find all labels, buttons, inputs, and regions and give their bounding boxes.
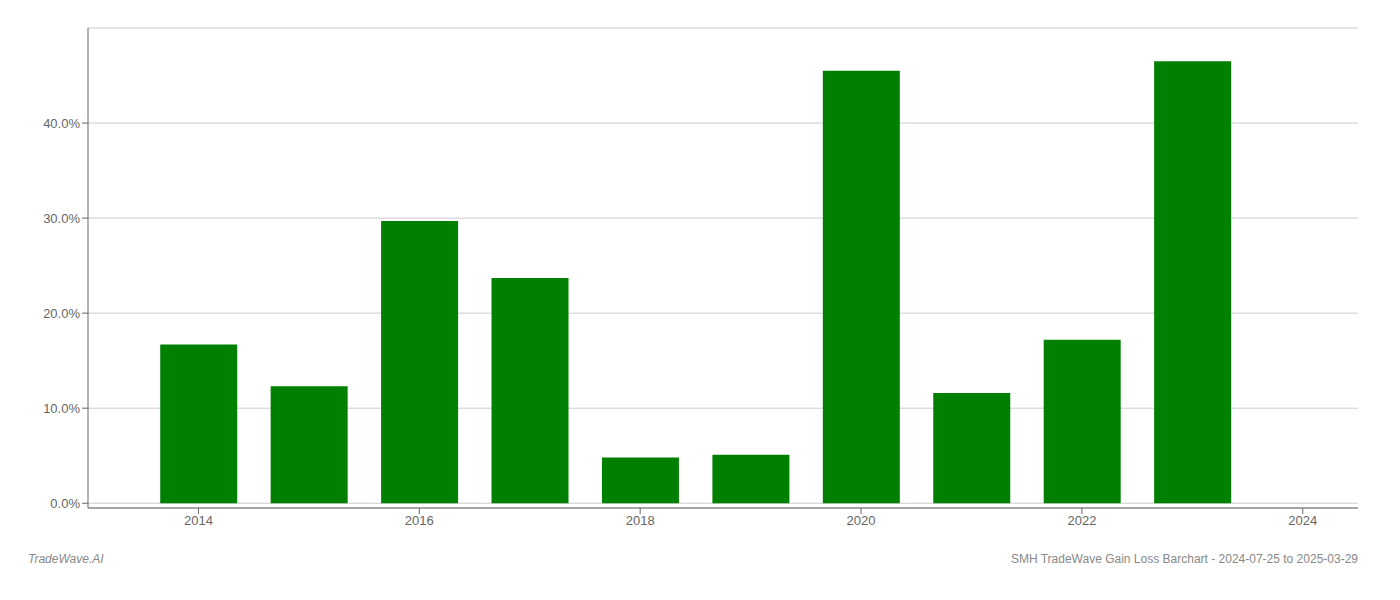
svg-text:2014: 2014 [184,513,213,528]
svg-text:30.0%: 30.0% [43,211,80,226]
svg-text:2016: 2016 [405,513,434,528]
svg-text:0.0%: 0.0% [50,496,80,511]
svg-text:40.0%: 40.0% [43,116,80,131]
html-text:SMH TradeWave Gain Loss Barcha: SMH TradeWave Gain Loss Barchart - 2024-… [1010,552,1358,566]
svg-text:2018: 2018 [626,513,655,528]
html-text:TradeWave.AI: TradeWave.AI [28,552,104,566]
svg-text:10.0%: 10.0% [43,401,80,416]
svg-text:2024: 2024 [1288,513,1317,528]
svg-text:20.0%: 20.0% [43,306,80,321]
svg-text:2020: 2020 [847,513,876,528]
svg-text:2022: 2022 [1067,513,1096,528]
